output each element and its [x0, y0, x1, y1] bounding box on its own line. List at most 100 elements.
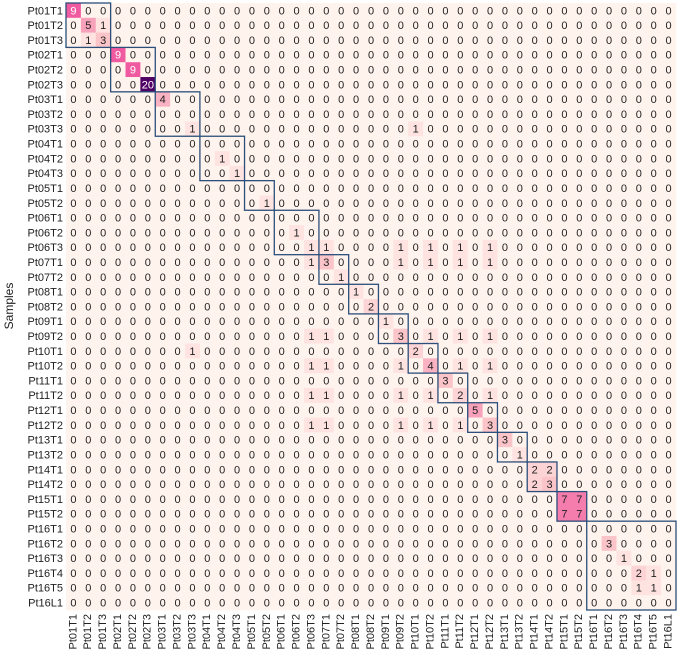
cell-value: 1 [487, 361, 493, 373]
cell-value: 0 [323, 124, 329, 136]
cell [289, 62, 305, 78]
cell-value: 0 [427, 227, 433, 239]
cell-value: 0 [606, 509, 612, 521]
cell-value: 0 [308, 198, 314, 210]
y-tick-label: Pt02T3 [28, 79, 63, 91]
cell-value: 0 [294, 523, 300, 535]
cell-value: 0 [145, 479, 151, 491]
x-tick-label: Pt14T2 [543, 614, 555, 649]
cell-value: 0 [130, 435, 136, 447]
cell-value: 0 [517, 583, 523, 595]
cell-value: 0 [249, 449, 255, 461]
cell [110, 32, 126, 48]
cell-value: 0 [249, 405, 255, 417]
cell-value: 0 [130, 346, 136, 358]
y-tick-label: Pt10T1 [28, 346, 63, 358]
cell-value: 0 [294, 65, 300, 77]
x-tick-label: Pt12T1 [469, 614, 481, 649]
cell-value: 1 [398, 361, 404, 373]
cell [80, 47, 97, 63]
cell [304, 17, 320, 33]
cell-value: 0 [219, 79, 225, 91]
cell-value: 0 [130, 390, 136, 402]
cell-value: 0 [160, 257, 166, 269]
cell-value: 0 [606, 316, 612, 328]
cell-value: 0 [115, 153, 121, 165]
cell [661, 32, 677, 48]
cell [229, 91, 245, 107]
cell-value: 0 [546, 198, 552, 210]
cell-value: 0 [442, 361, 448, 373]
cell-value: 0 [338, 153, 344, 165]
cell [527, 3, 543, 19]
cell-value: 0 [85, 494, 91, 506]
cell-value: 0 [308, 5, 314, 17]
cell-value: 1 [308, 420, 314, 432]
cell [437, 32, 454, 48]
cell-value: 0 [323, 301, 329, 313]
x-tick-label: Pt05T1 [246, 614, 258, 649]
cell-value: 0 [576, 390, 582, 402]
cell-value: 0 [308, 538, 314, 550]
cell-value: 0 [219, 449, 225, 461]
cell-value: 3 [398, 331, 404, 343]
cell-value: 1 [189, 346, 195, 358]
cell-value: 0 [398, 109, 404, 121]
cell-value: 0 [294, 124, 300, 136]
cell-value: 0 [651, 287, 657, 299]
cell [155, 106, 171, 122]
cell-value: 0 [85, 331, 91, 343]
cell [661, 91, 677, 107]
cell [155, 47, 171, 63]
cell-value: 0 [234, 435, 240, 447]
cell-value: 0 [219, 331, 225, 343]
cell-value: 0 [457, 509, 463, 521]
cell-value: 0 [457, 553, 463, 565]
cell [244, 3, 260, 19]
x-tick-label: Pt16T2 [603, 614, 615, 649]
cell [571, 77, 588, 93]
cell [556, 47, 573, 63]
cell-value: 0 [130, 20, 136, 32]
cell-value: 0 [264, 257, 270, 269]
cell-value: 0 [636, 598, 642, 610]
cell-value: 0 [383, 213, 389, 225]
cell-value: 0 [145, 509, 151, 521]
cell-value: 0 [606, 124, 612, 136]
cell-value: 0 [636, 375, 642, 387]
cell-value: 0 [279, 420, 285, 432]
cell-value: 0 [517, 390, 523, 402]
cell-value: 0 [145, 405, 151, 417]
cell-value: 0 [576, 183, 582, 195]
cell [437, 3, 454, 19]
cell-value: 0 [591, 272, 597, 284]
cell-value: 0 [517, 213, 523, 225]
cell-value: 0 [70, 449, 76, 461]
cell-value: 0 [130, 124, 136, 136]
cell-value: 0 [338, 494, 344, 506]
cell [482, 62, 498, 78]
cell-value: 0 [665, 494, 671, 506]
cell-value: 0 [517, 479, 523, 491]
cell [289, 32, 305, 48]
cell-value: 0 [204, 361, 210, 373]
cell-value: 0 [502, 79, 508, 91]
y-tick-label: Pt16L1 [28, 598, 63, 610]
cell [452, 32, 469, 48]
cell-value: 0 [85, 464, 91, 476]
cell-value: 1 [487, 242, 493, 254]
cell-value: 0 [279, 94, 285, 106]
cell-value: 0 [249, 568, 255, 580]
cell-value: 0 [219, 390, 225, 402]
cell-value: 0 [502, 109, 508, 121]
cell-value: 0 [338, 139, 344, 151]
cell-value: 0 [442, 50, 448, 62]
cell-value: 0 [621, 494, 627, 506]
cell-value: 0 [546, 109, 552, 121]
cell-value: 0 [606, 494, 612, 506]
cell-value: 0 [413, 523, 419, 535]
cell [80, 91, 97, 107]
cell-value: 0 [100, 183, 106, 195]
cell-value: 0 [160, 390, 166, 402]
cell [229, 32, 245, 48]
